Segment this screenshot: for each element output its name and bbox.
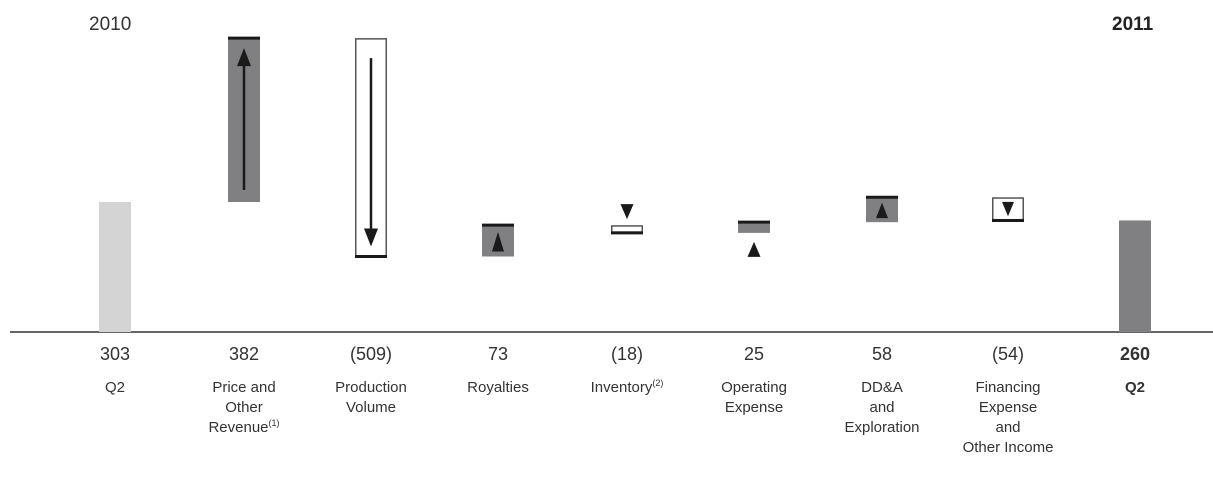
end-year-label: 2011 (1112, 14, 1154, 35)
category-label: Expense (725, 399, 783, 416)
total-bar (99, 202, 131, 332)
category-label: and (869, 399, 894, 416)
change-arrowhead (1002, 201, 1014, 217)
increase-bar (738, 222, 770, 233)
category-label: Other Income (963, 439, 1054, 456)
value-label: (509) (350, 344, 392, 364)
category-label: Revenue(1) (208, 418, 279, 436)
value-label: 73 (488, 344, 508, 364)
category-label: Expense (979, 399, 1037, 416)
change-arrowhead (876, 202, 888, 219)
category-label: Volume (346, 399, 396, 416)
change-arrowhead (620, 204, 634, 220)
change-arrowhead (492, 232, 504, 252)
change-arrowhead (747, 241, 761, 257)
value-label: 58 (872, 344, 892, 364)
category-label: Financing (975, 379, 1040, 396)
total-bar (1119, 220, 1151, 332)
category-label: Exploration (844, 419, 919, 436)
category-label: Operating (721, 379, 787, 396)
category-label: and (995, 419, 1020, 436)
value-label: 303 (100, 344, 130, 364)
category-label: Production (335, 379, 407, 396)
category-label: Q2 (1125, 379, 1145, 396)
category-label: Price and (212, 379, 275, 396)
value-label: 25 (744, 344, 764, 364)
category-label: Inventory(2) (591, 378, 664, 396)
category-label: Other (225, 399, 263, 416)
value-label: 260 (1120, 344, 1150, 364)
change-arrowhead (364, 228, 378, 247)
category-label: Royalties (467, 379, 529, 396)
change-arrowhead (237, 48, 251, 67)
value-label: (54) (992, 344, 1024, 364)
decrease-bar (611, 225, 643, 233)
start-year-label: 2010 (89, 14, 132, 35)
value-label: 382 (229, 344, 259, 364)
value-label: (18) (611, 344, 643, 364)
category-label: Q2 (105, 379, 125, 396)
category-label: DD&A (861, 379, 903, 396)
